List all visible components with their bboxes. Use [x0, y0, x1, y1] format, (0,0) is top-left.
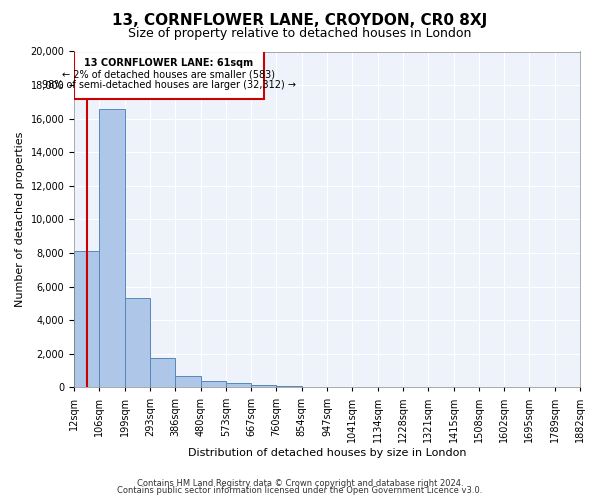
Bar [125, 298, 150, 388]
Text: Size of property relative to detached houses in London: Size of property relative to detached ho… [128, 28, 472, 40]
Bar [327, 387, 352, 388]
Bar [277, 386, 302, 388]
Bar [226, 383, 251, 388]
Text: 13 CORNFLOWER LANE: 61sqm: 13 CORNFLOWER LANE: 61sqm [85, 58, 254, 68]
Text: 98% of semi-detached houses are larger (32,312) →: 98% of semi-detached houses are larger (… [42, 80, 296, 90]
Bar [150, 358, 175, 388]
Text: Contains HM Land Registry data © Crown copyright and database right 2024.: Contains HM Land Registry data © Crown c… [137, 478, 463, 488]
Bar [175, 376, 200, 388]
Bar [251, 385, 277, 388]
Bar [302, 386, 327, 388]
Text: ← 2% of detached houses are smaller (583): ← 2% of detached houses are smaller (583… [62, 69, 275, 79]
Y-axis label: Number of detached properties: Number of detached properties [15, 132, 25, 307]
Bar [100, 108, 125, 388]
Text: Contains public sector information licensed under the Open Government Licence v3: Contains public sector information licen… [118, 486, 482, 495]
Bar [74, 252, 100, 388]
Bar [200, 381, 226, 388]
X-axis label: Distribution of detached houses by size in London: Distribution of detached houses by size … [188, 448, 466, 458]
FancyBboxPatch shape [74, 52, 264, 98]
Text: 13, CORNFLOWER LANE, CROYDON, CR0 8XJ: 13, CORNFLOWER LANE, CROYDON, CR0 8XJ [112, 12, 488, 28]
